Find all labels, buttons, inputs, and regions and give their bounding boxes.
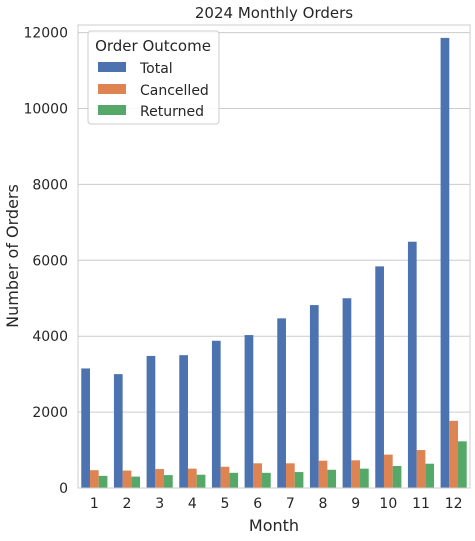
bar-returned: [98, 475, 108, 488]
bar-total: [146, 355, 156, 488]
bar-cancelled: [253, 463, 263, 488]
bar-returned: [196, 474, 206, 488]
bar-cancelled: [155, 469, 165, 488]
legend-label-returned: Returned: [140, 104, 204, 120]
x-axis-label: Month: [249, 516, 299, 535]
legend-swatch-cancelled: [98, 84, 126, 94]
bar-cancelled: [351, 460, 361, 488]
bar-total: [211, 340, 221, 488]
legend-title: Order Outcome: [95, 37, 211, 55]
bar-total: [407, 241, 417, 488]
legend-swatch-total: [98, 62, 126, 72]
bar-total: [277, 318, 286, 488]
bar-cancelled: [318, 460, 328, 488]
bar-total: [440, 37, 450, 489]
y-axis-label: Number of Orders: [3, 184, 22, 328]
y-tick-label: 12000: [23, 26, 68, 42]
bar-cancelled: [383, 454, 393, 488]
x-tick-label: 9: [351, 496, 360, 512]
bar-returned: [131, 476, 141, 488]
bar-cancelled: [220, 466, 230, 488]
bar-cancelled: [187, 468, 197, 488]
plot-frame: [77, 24, 471, 489]
bar-returned: [229, 472, 239, 488]
y-tick-label: 2000: [32, 405, 68, 421]
x-tick-label: 7: [286, 496, 295, 512]
y-tick-label: 8000: [32, 177, 68, 193]
bar-returned: [294, 472, 304, 488]
chart-title: 2024 Monthly Orders: [195, 4, 353, 22]
bar-returned: [327, 469, 337, 488]
legend: Order Outcome Total Cancelled Returned: [87, 30, 220, 125]
bar-total: [309, 305, 319, 488]
y-tick-label: 4000: [32, 329, 68, 345]
bar-total: [244, 335, 254, 488]
x-tick-label: 10: [379, 496, 397, 512]
bar-total: [179, 355, 188, 488]
bar-cancelled: [285, 463, 295, 488]
bar-total: [113, 374, 123, 488]
bars: [81, 37, 467, 489]
bar-returned: [164, 475, 173, 488]
legend-label-total: Total: [139, 61, 173, 77]
y-tick-label: 10000: [23, 101, 68, 117]
bar-total: [375, 266, 384, 488]
bar-cancelled: [449, 420, 459, 488]
x-tick-label: 2: [123, 496, 132, 512]
legend-label-cancelled: Cancelled: [140, 83, 209, 99]
bar-returned: [392, 465, 402, 488]
x-tick-label: 6: [253, 496, 262, 512]
x-tick-label: 8: [319, 496, 328, 512]
x-tick-label: 3: [155, 496, 164, 512]
bar-total: [342, 298, 352, 488]
x-tick-label: 4: [188, 496, 197, 512]
legend-swatch-returned: [98, 105, 126, 115]
bar-returned: [425, 463, 435, 488]
bar-returned: [458, 441, 467, 488]
bar-returned: [262, 472, 271, 488]
bar-cancelled: [416, 450, 426, 488]
y-tick-label: 0: [59, 481, 68, 497]
bar-total: [81, 368, 90, 488]
x-tick-label: 1: [90, 496, 99, 512]
x-tick-label: 5: [221, 496, 230, 512]
y-tick-label: 6000: [32, 253, 68, 269]
bar-returned: [360, 468, 369, 488]
legend-box: [87, 30, 220, 125]
bar-cancelled: [122, 470, 132, 488]
x-tick-label: 11: [412, 496, 430, 512]
bar-cancelled: [89, 470, 99, 488]
x-tick-label: 12: [445, 496, 463, 512]
